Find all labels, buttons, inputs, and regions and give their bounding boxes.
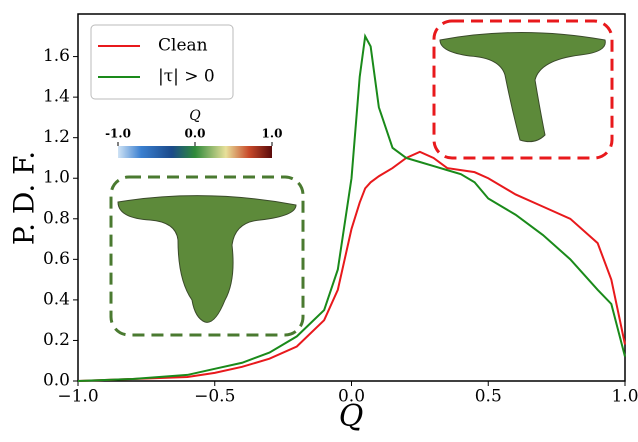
x-tick-label: 1.0 xyxy=(611,387,638,407)
y-axis-label: P. D. F. xyxy=(8,151,41,245)
x-tick-label: −1.0 xyxy=(57,387,98,407)
inset-shape xyxy=(439,32,606,143)
inset-shape xyxy=(117,195,297,323)
y-tick-label: 0.8 xyxy=(43,208,70,228)
x-axis-label: Q xyxy=(339,399,364,434)
y-tick-label: 0.4 xyxy=(43,289,70,309)
y-tick-label: 1.2 xyxy=(43,127,70,147)
y-tick-label: 1.4 xyxy=(43,87,70,107)
line-series xyxy=(77,33,626,382)
y-tick-label: 1.6 xyxy=(43,46,70,66)
legend xyxy=(90,24,234,100)
colorbar-tick-label: 1.0 xyxy=(262,127,283,141)
x-tick-label: 0.0 xyxy=(338,387,365,407)
line-series xyxy=(77,150,626,382)
colorbar xyxy=(118,146,272,158)
y-tick-label: 0.6 xyxy=(43,249,70,269)
colorbar-tick-label: 0.0 xyxy=(185,127,206,141)
inset-frame xyxy=(432,19,614,160)
y-tick-label: 1.0 xyxy=(43,168,70,188)
legend-label: Clean xyxy=(158,36,208,56)
y-tick-label: 0.0 xyxy=(43,371,70,391)
x-tick-label: 0.5 xyxy=(475,387,502,407)
x-tick-label: −0.5 xyxy=(194,387,235,407)
y-tick-label: 0.2 xyxy=(43,330,70,350)
inset-frame xyxy=(109,175,305,337)
colorbar-tick-label: -1.0 xyxy=(105,127,131,141)
legend-label: |τ| > 0 xyxy=(158,67,215,87)
colorbar-label: Q xyxy=(189,108,201,124)
